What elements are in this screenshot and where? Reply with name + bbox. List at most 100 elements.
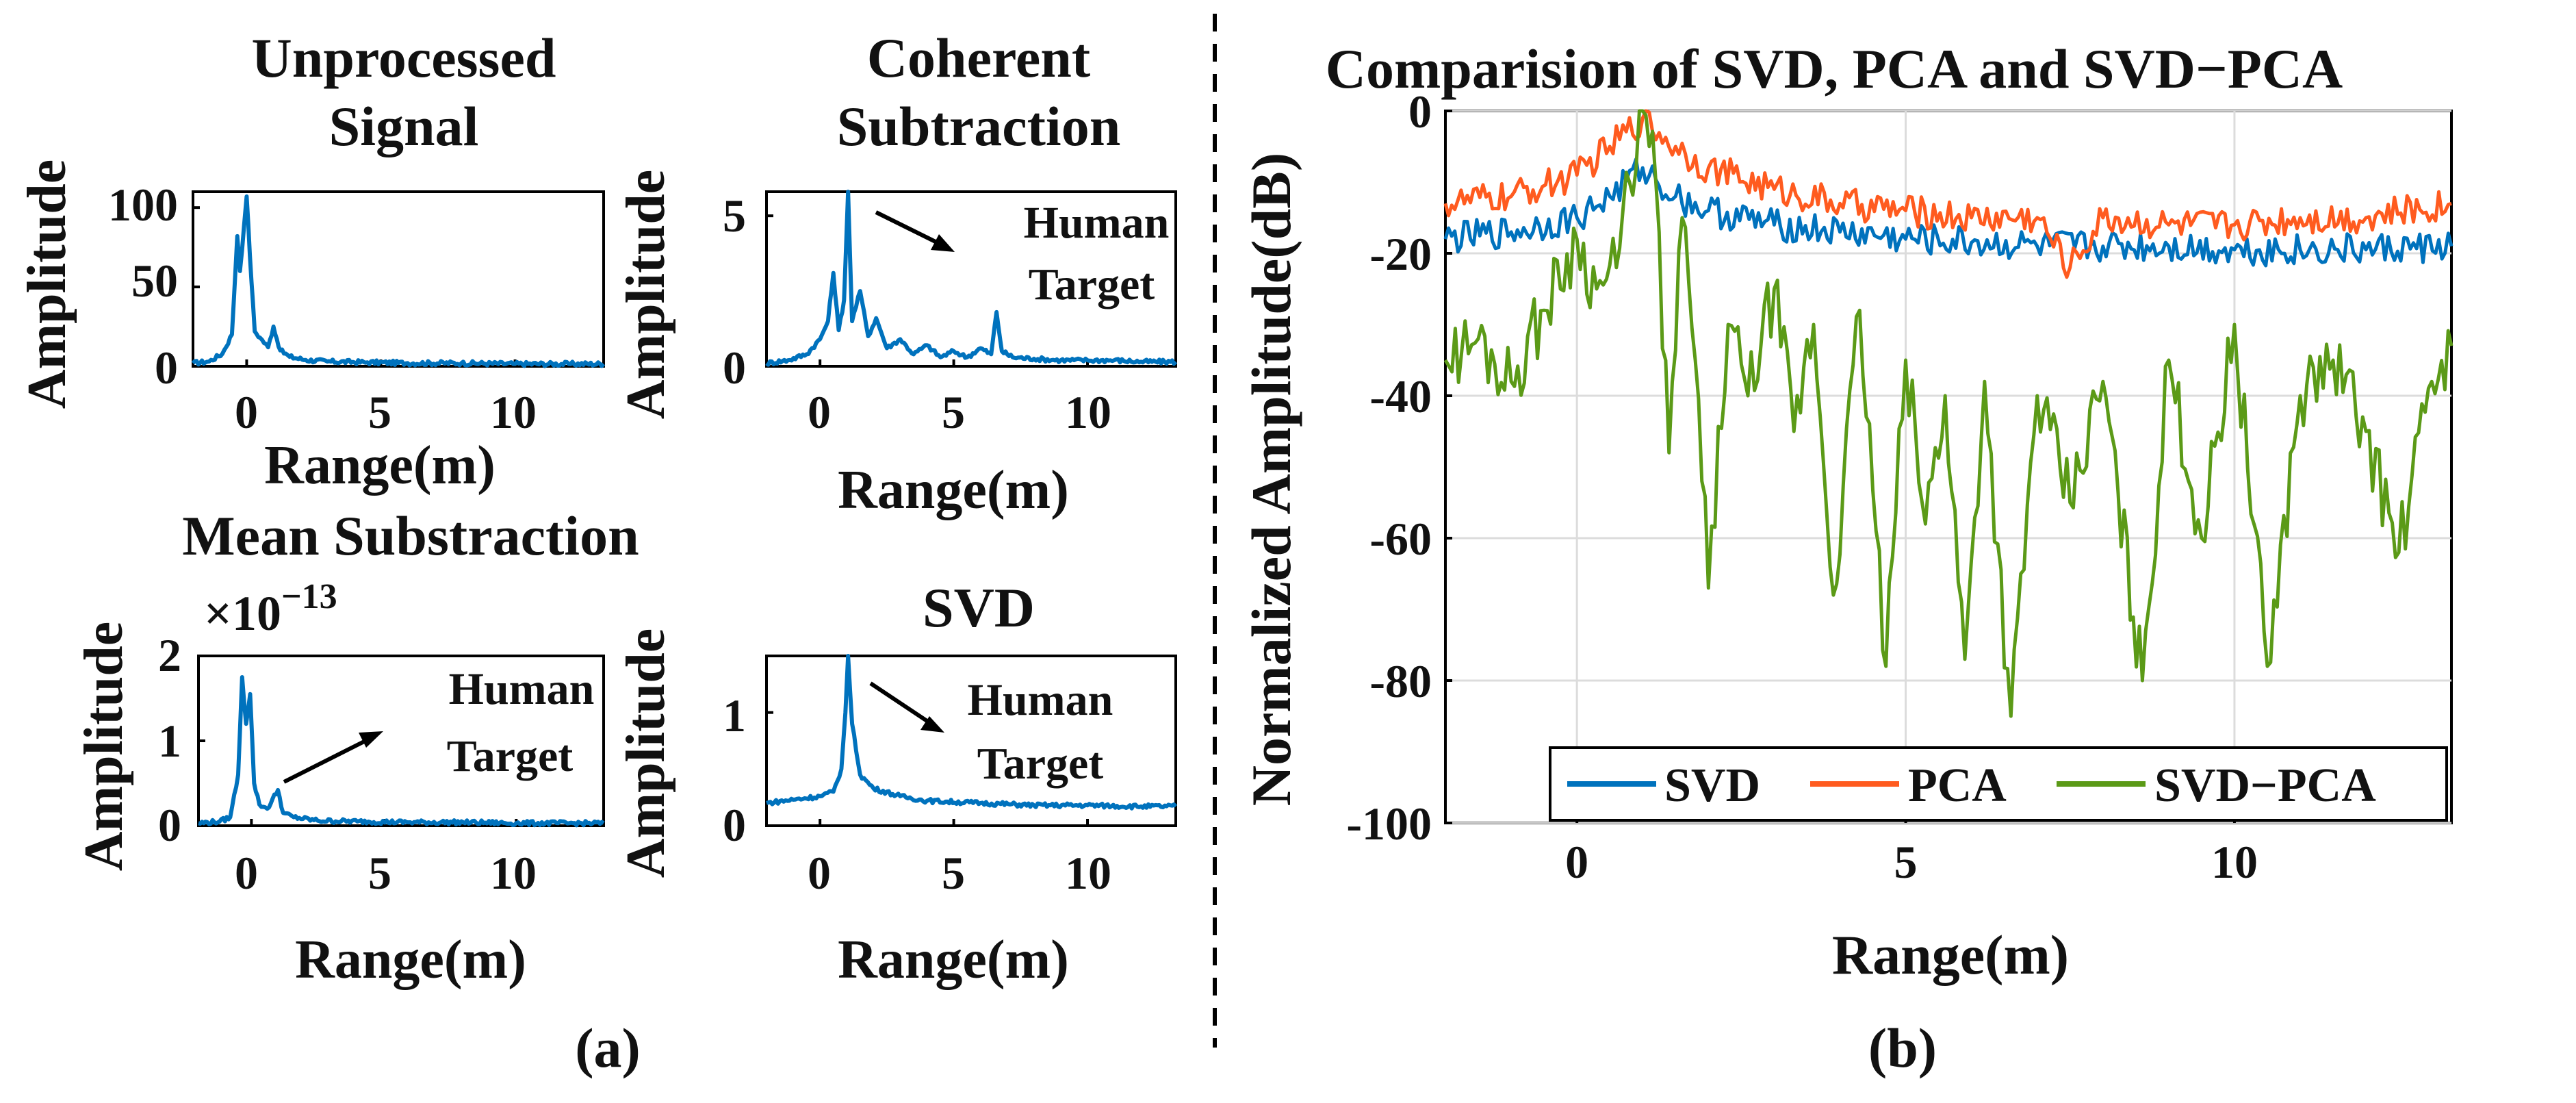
annotation-mean: Human Target	[283, 664, 595, 784]
xticks-mean: 0 5 10	[235, 847, 537, 899]
xtick-label: 5	[942, 386, 965, 438]
ytick-label: -40	[1369, 370, 1432, 422]
panel-comparison: Comparision of SVD, PCA and SVD−PCA Norm…	[1240, 38, 2453, 986]
plot-area-comparison	[1443, 109, 2453, 824]
annotation-human: Human	[449, 664, 595, 714]
annotation-human: Human	[1024, 198, 1170, 248]
xtick-label: 10	[2211, 836, 2258, 888]
xtick-label: 0	[808, 847, 831, 899]
panel-unprocessed: Unprocessed Signal Amplitude 0 50 100 0 …	[17, 27, 606, 496]
legend-comparison: SVD PCA SVD−PCA	[1549, 746, 2448, 822]
title-coherent-line2: Subtraction	[837, 95, 1121, 157]
series-line-pca	[1443, 109, 2452, 279]
xlabel-svd-small: Range(m)	[838, 930, 1069, 990]
annotation-coherent: Human Target	[875, 198, 1170, 309]
title-unprocessed-line2: Signal	[329, 95, 479, 157]
xticks-coherent: 0 5 10	[808, 386, 1111, 438]
xtick-label: 5	[368, 386, 391, 438]
ylabel-unprocessed: Amplitude	[17, 160, 77, 409]
annotation-svd-small: Human Target	[869, 675, 1113, 789]
series-line-unprocessed	[191, 194, 606, 368]
xtick-label: 10	[490, 847, 537, 899]
xtick-label: 0	[235, 386, 258, 438]
annotation-target: Target	[977, 739, 1104, 789]
ytick-label: -100	[1346, 798, 1432, 850]
arrow-svd-small	[869, 681, 938, 729]
ytick-label: 0	[155, 342, 178, 394]
plot-area-unprocessed	[191, 194, 606, 368]
annotation-human: Human	[968, 675, 1113, 725]
title-svd-small: SVD	[923, 576, 1035, 639]
ylabel-mean: Amplitude	[74, 622, 134, 872]
multiplier-mean: ×10−13	[204, 577, 337, 641]
annotation-target: Target	[447, 731, 574, 781]
ytick-label: 0	[158, 799, 181, 851]
yticks-unprocessed: 0 50 100	[108, 179, 178, 394]
xticks-svd-small: 0 5 10	[808, 847, 1111, 899]
xtick-label: 0	[235, 847, 258, 899]
series-line-mean	[198, 675, 605, 828]
xtick-label: 5	[368, 847, 391, 899]
label-b: (b)	[1868, 1017, 1937, 1079]
title-unprocessed-line1: Unprocessed	[252, 27, 556, 89]
xlabel-comparison: Range(m)	[1832, 924, 2069, 986]
arrow-head-mean	[359, 731, 383, 748]
legend-box	[1549, 746, 2448, 822]
arrow-head-svd-small	[920, 716, 944, 733]
yticks-svd-small: 0 1	[723, 689, 746, 851]
yticks-coherent: 0 5	[723, 190, 746, 394]
xtick-label: 5	[942, 847, 965, 899]
panel-mean: Mean Substraction ×10−13 Amplitude 0 1 2…	[74, 505, 639, 990]
series-line-coherent	[765, 190, 1178, 367]
xtick-label: 10	[490, 386, 537, 438]
yticks-comparison: 0 -20 -40 -60 -80 -100	[1346, 86, 1432, 850]
ytick-label: 5	[723, 190, 746, 242]
xticks-unprocessed: 0 5 10	[235, 386, 537, 438]
plot-area-svd-small	[766, 654, 1178, 827]
ytick-label: 1	[723, 689, 746, 741]
xticks-comparison: 0 5 10	[1565, 836, 2258, 888]
arrow-head-coherent	[931, 234, 955, 252]
legend-label-svd: SVD	[1664, 759, 1760, 812]
ytick-label: 100	[108, 179, 178, 231]
ytick-label: 50	[131, 255, 178, 307]
annotation-target: Target	[1029, 259, 1155, 309]
multiplier-exponent: −13	[281, 577, 337, 616]
title-coherent-line1: Coherent	[867, 27, 1090, 89]
ytick-label: 0	[723, 342, 746, 394]
series-line-svd-pca	[1443, 109, 2453, 718]
series-line-svd	[1443, 157, 2453, 268]
xtick-label: 0	[808, 386, 831, 438]
ytick-label: 2	[158, 629, 181, 681]
xtick-label: 0	[1565, 836, 1588, 888]
ytick-label: -60	[1369, 513, 1432, 565]
plot-area-mean	[198, 655, 605, 828]
xlabel-coherent: Range(m)	[838, 460, 1069, 520]
legend-label-svd-pca: SVD−PCA	[2154, 759, 2376, 812]
arrow-mean	[283, 734, 376, 784]
ytick-label: 1	[158, 715, 181, 767]
ylabel-svd-small: Amplitude	[616, 629, 676, 878]
plot-area-coherent	[765, 190, 1178, 368]
axes-svd-small	[765, 655, 1177, 827]
gridlines-comparison	[1445, 110, 2451, 824]
axes-coherent	[765, 190, 1177, 368]
xlabel-unprocessed: Range(m)	[264, 435, 495, 496]
panel-svd-small: SVD Amplitude 0 1 0 5 10 Range(m) Human …	[616, 576, 1178, 990]
series-line-svd	[766, 654, 1178, 811]
ylabel-comparison: Normalized Amplitude(dB)	[1240, 153, 1302, 806]
xlabel-mean: Range(m)	[295, 930, 526, 990]
ytick-label: 0	[1408, 86, 1432, 138]
title-mean: Mean Substraction	[182, 505, 639, 567]
panel-coherent: Coherent Subtraction Amplitude 0 5 0 5 1…	[616, 27, 1178, 520]
legend-label-pca: PCA	[1908, 759, 2007, 812]
xtick-label: 10	[1065, 386, 1111, 438]
ytick-label: 0	[723, 799, 746, 851]
multiplier-base: ×10	[204, 586, 281, 641]
xtick-label: 5	[1894, 836, 1918, 888]
ytick-label: -20	[1369, 228, 1432, 280]
axes-unprocessed	[192, 190, 605, 368]
xtick-label: 10	[1065, 847, 1111, 899]
ylabel-coherent: Amplitude	[616, 170, 676, 420]
